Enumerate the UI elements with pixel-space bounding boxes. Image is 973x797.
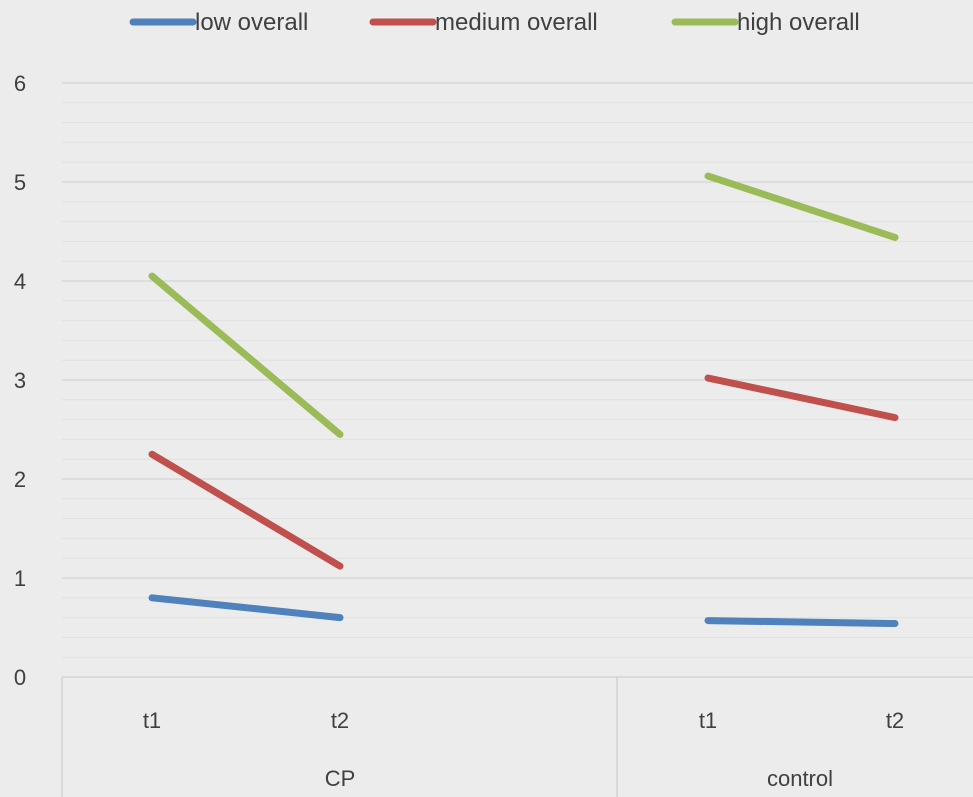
y-tick-label: 6	[14, 71, 26, 96]
y-tick-label: 2	[14, 467, 26, 492]
gridlines	[62, 82, 973, 658]
x-group-label: CP	[325, 766, 356, 791]
legend-label: high overall	[737, 9, 860, 36]
x-category-label: t1	[143, 708, 161, 733]
series-line-medium-overall	[148, 450, 344, 570]
series-line-high-overall	[704, 172, 899, 241]
series-line-low-overall	[148, 594, 344, 622]
legend-label: low overall	[195, 9, 308, 36]
series-line-high-overall	[148, 272, 344, 438]
x-group-label: control	[767, 766, 833, 791]
legend-label: medium overall	[435, 9, 598, 36]
series-line-low-overall	[704, 617, 899, 628]
y-axis-tick-labels: 0 1 2 3 4 5 6	[14, 71, 26, 690]
y-tick-label: 1	[14, 566, 26, 591]
x-axis-tick-labels: t1 t2 CP t1 t2 control	[143, 708, 904, 791]
y-tick-label: 0	[14, 665, 26, 690]
y-tick-label: 4	[14, 269, 26, 294]
x-category-label: t2	[331, 708, 349, 733]
legend: low overall medium overall high overall	[129, 9, 860, 36]
y-tick-label: 5	[14, 170, 26, 195]
axes	[61, 676, 973, 797]
y-tick-label: 3	[14, 368, 26, 393]
series-line-medium-overall	[704, 374, 899, 422]
x-category-label: t1	[699, 708, 717, 733]
x-category-label: t2	[886, 708, 904, 733]
series-lines	[148, 172, 899, 628]
